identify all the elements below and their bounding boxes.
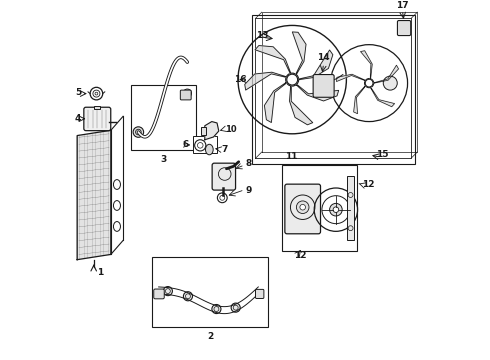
Text: 3: 3 xyxy=(161,155,167,164)
Polygon shape xyxy=(299,50,333,80)
Text: 6: 6 xyxy=(182,140,189,149)
Bar xyxy=(193,136,217,153)
Circle shape xyxy=(287,74,297,85)
Text: 13: 13 xyxy=(256,31,269,40)
Text: 14: 14 xyxy=(318,53,330,62)
Text: 1: 1 xyxy=(97,269,103,278)
Polygon shape xyxy=(245,72,286,90)
Polygon shape xyxy=(296,85,339,101)
Polygon shape xyxy=(293,32,306,74)
Bar xyxy=(131,85,196,149)
Text: 4: 4 xyxy=(74,114,81,123)
Polygon shape xyxy=(290,86,313,125)
FancyBboxPatch shape xyxy=(212,163,236,190)
Bar xyxy=(282,165,357,251)
Circle shape xyxy=(212,305,221,314)
Ellipse shape xyxy=(205,144,213,155)
Text: 12: 12 xyxy=(294,251,306,260)
Circle shape xyxy=(231,303,240,312)
Polygon shape xyxy=(337,74,365,81)
Ellipse shape xyxy=(114,221,121,231)
Ellipse shape xyxy=(114,201,121,210)
Text: 12: 12 xyxy=(362,180,375,189)
Polygon shape xyxy=(370,88,394,107)
Bar xyxy=(152,257,268,327)
Polygon shape xyxy=(361,51,372,78)
Ellipse shape xyxy=(114,180,121,189)
Circle shape xyxy=(330,203,342,216)
Circle shape xyxy=(365,79,373,87)
Circle shape xyxy=(286,73,299,86)
Text: 7: 7 xyxy=(221,145,227,154)
Text: 2: 2 xyxy=(207,332,213,341)
Circle shape xyxy=(183,292,193,301)
Polygon shape xyxy=(354,86,366,114)
FancyBboxPatch shape xyxy=(154,289,164,299)
Bar xyxy=(94,106,100,109)
FancyBboxPatch shape xyxy=(397,21,411,36)
Polygon shape xyxy=(255,45,291,73)
Circle shape xyxy=(365,78,374,88)
FancyBboxPatch shape xyxy=(255,289,264,298)
Text: 9: 9 xyxy=(245,186,251,195)
Circle shape xyxy=(296,201,309,213)
Circle shape xyxy=(333,207,339,212)
FancyBboxPatch shape xyxy=(347,176,354,240)
Text: 10: 10 xyxy=(225,125,236,134)
Circle shape xyxy=(133,127,144,137)
FancyBboxPatch shape xyxy=(180,90,191,100)
FancyBboxPatch shape xyxy=(313,75,334,97)
Text: 15: 15 xyxy=(376,150,389,159)
Polygon shape xyxy=(374,65,398,83)
Bar xyxy=(200,127,206,135)
Circle shape xyxy=(183,89,192,98)
Text: 17: 17 xyxy=(396,1,409,10)
Polygon shape xyxy=(265,83,286,122)
FancyBboxPatch shape xyxy=(285,184,320,234)
Circle shape xyxy=(163,287,172,296)
Text: 5: 5 xyxy=(75,89,81,98)
Polygon shape xyxy=(205,122,219,140)
Circle shape xyxy=(319,81,325,87)
Text: 16: 16 xyxy=(234,75,247,84)
Text: 8: 8 xyxy=(245,159,251,168)
Bar xyxy=(252,15,415,163)
FancyBboxPatch shape xyxy=(84,107,111,131)
Circle shape xyxy=(383,76,397,90)
Circle shape xyxy=(300,204,305,210)
Circle shape xyxy=(316,78,328,91)
Text: 11: 11 xyxy=(285,152,298,161)
